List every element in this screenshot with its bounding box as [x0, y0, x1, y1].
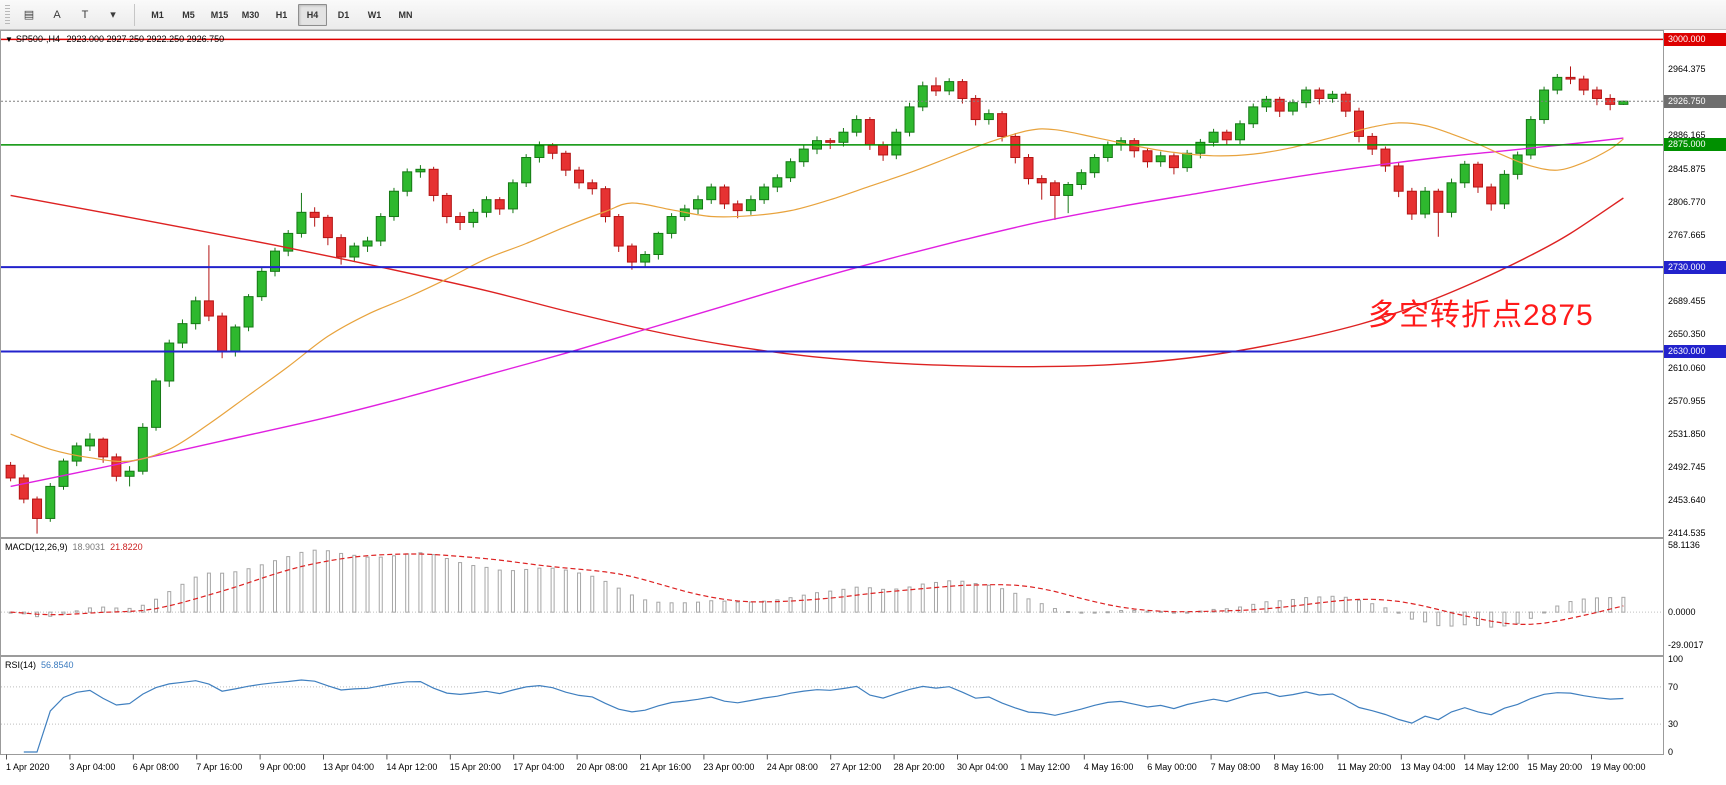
time-axis-label: 11 May 20:00	[1337, 762, 1392, 772]
time-axis-label: 15 May 20:00	[1527, 762, 1583, 772]
price-axis-badge: 2730.000	[1664, 260, 1726, 274]
chart-window-button[interactable]: ▤	[23, 9, 35, 21]
price-axis-label: 2845.875	[1668, 164, 1706, 175]
chart-title: ▼ SP500-,H4 2923.000 2927.250 2922.250 29…	[5, 34, 224, 44]
price-axis-badge: 2926.750	[1664, 94, 1726, 108]
rsi-indicator-label: RSI(14) 56.8540	[5, 660, 74, 670]
timeframe-button-h4[interactable]: H4	[298, 3, 327, 26]
candlestick-series	[5, 66, 1629, 534]
macd-name: MACD(12,26,9)	[5, 542, 68, 552]
price-axis-label: 2570.955	[1668, 396, 1706, 407]
time-axis-label: 20 Apr 08:00	[576, 762, 628, 772]
price-axis-label: 2492.745	[1668, 462, 1706, 473]
time-axis-label: 19 May 00:00	[1591, 762, 1646, 772]
time-axis[interactable]: 1 Apr 2020 3 Apr 04:00 6 Apr 08:00 7 Apr 16…	[0, 755, 1726, 785]
time-axis-label: 21 Apr 16:00	[640, 762, 692, 772]
price-level-lines	[1, 38, 1663, 353]
timeframe-button-m5[interactable]: M5	[182, 9, 195, 20]
timeframe-button-w1[interactable]: W1	[367, 9, 382, 20]
time-axis-label: 9 Apr 00:00	[259, 762, 306, 772]
rsi-axis-label: 0	[1668, 747, 1674, 757]
price-axis-label: 2650.350	[1668, 329, 1706, 340]
time-axis-label: 7 Apr 16:00	[196, 762, 243, 772]
price-axis-label: 2531.850	[1668, 429, 1706, 440]
rsi-name: RSI(14)	[5, 660, 37, 670]
macd-axis-label: 58.1136	[1668, 540, 1700, 551]
chart-ohlc-values: 2923.000 2927.250 2922.250 2926.750	[66, 34, 225, 44]
time-axis-label: 17 Apr 04:00	[513, 762, 565, 772]
price-axis-badge: 2875.000	[1664, 138, 1726, 152]
price-axis[interactable]: 2964.375 2886.165 2845.875 2806.770 2767.665…	[1664, 30, 1726, 785]
rsi-axis-label: 30	[1668, 719, 1679, 730]
time-axis-label: 23 Apr 00:00	[703, 762, 755, 772]
time-axis-label: 1 Apr 2020	[6, 762, 50, 772]
chart-canvas[interactable]	[0, 30, 1726, 785]
time-axis-label: 6 Apr 08:00	[132, 762, 179, 772]
time-axis-label: 24 Apr 08:00	[766, 762, 818, 772]
shapes-tool-button[interactable]: T	[81, 8, 89, 21]
price-axis-badge: 2630.000	[1664, 344, 1726, 358]
ma-slow-line	[10, 194, 1624, 368]
price-axis-label: 2414.535	[1668, 528, 1706, 539]
timeframe-button-d1[interactable]: D1	[337, 9, 350, 20]
time-axis-label: 7 May 08:00	[1210, 762, 1261, 772]
time-axis-label: 13 Apr 04:00	[323, 762, 375, 772]
chart-symbol-label: SP500-,H4	[15, 34, 60, 44]
chart-title-arrow-icon[interactable]: ▼	[5, 35, 13, 44]
timeframe-button-m15[interactable]: M15	[210, 9, 229, 20]
price-axis-label: 2453.640	[1668, 495, 1706, 506]
time-axis-label: 13 May 04:00	[1400, 762, 1456, 772]
macd-indicator-label: MACD(12,26,9) 18.9031 21.8220	[5, 542, 143, 552]
chart-area[interactable]: ▼ SP500-,H4 2923.000 2927.250 2922.250 29…	[0, 30, 1726, 785]
rsi-value: 56.8540	[41, 660, 74, 670]
annotation-text: 多空转折点2875	[1368, 299, 1594, 332]
time-axis-label: 6 May 00:00	[1147, 762, 1197, 772]
time-axis-label: 27 Apr 12:00	[830, 762, 882, 772]
price-axis-label: 2806.770	[1668, 197, 1706, 208]
price-axis-label: 2689.455	[1668, 296, 1706, 307]
price-axis-label: 2886.165	[1668, 130, 1706, 141]
timeframe-button-mn[interactable]: MN	[398, 9, 413, 20]
macd-histogram	[8, 549, 1626, 628]
macd-signal-line	[10, 553, 1624, 626]
tools-dropdown-button[interactable]: ▾	[110, 9, 116, 21]
time-axis-label: 30 Apr 04:00	[957, 762, 1009, 772]
macd-main-value: 18.9031	[72, 542, 106, 552]
timeframe-button-h1[interactable]: H1	[275, 9, 288, 20]
time-axis-label: 14 May 12:00	[1464, 762, 1519, 772]
time-axis-label: 8 May 16:00	[1274, 762, 1324, 772]
price-axis-badge: 3000.000	[1664, 32, 1726, 46]
price-axis-label: 2610.060	[1668, 363, 1706, 374]
macd-signal-value: 21.8220	[110, 542, 143, 552]
toolbar: ▤ A T ▾ M1 M5 M15 M30 H1 H4 D1 W1 MN	[0, 0, 1726, 30]
text-tool-button[interactable]: A	[53, 8, 61, 21]
time-axis-label: 1 May 12:00	[1020, 762, 1070, 772]
timeframe-buttons: M1 M5 M15 M30 H1 H4 D1 W1 MN	[142, 3, 421, 26]
ma-medium-line	[10, 137, 1624, 488]
time-axis-label: 14 Apr 12:00	[386, 762, 438, 772]
time-axis-label: 15 Apr 20:00	[449, 762, 501, 772]
timeframe-button-m30[interactable]: M30	[241, 9, 260, 20]
macd-axis-label: -29.0017	[1668, 640, 1704, 651]
price-axis-label: 2964.375	[1668, 64, 1706, 75]
main-panel-frame	[0, 30, 1664, 538]
rsi-panel-frame	[0, 656, 1664, 755]
rsi-axis-label: 100	[1668, 654, 1684, 664]
toolbar-tools: ▤ A T ▾	[15, 3, 127, 27]
time-axis-label: 28 Apr 20:00	[893, 762, 945, 772]
rsi-line	[23, 679, 1624, 753]
toolbar-separator	[134, 3, 135, 26]
time-axis-label: 4 May 16:00	[1083, 762, 1134, 772]
time-axis-label: 3 Apr 04:00	[69, 762, 116, 772]
price-axis-label: 2767.665	[1668, 230, 1706, 241]
macd-axis-label: 0.0000	[1668, 607, 1696, 618]
timeframe-button-m1[interactable]: M1	[151, 9, 164, 20]
rsi-axis-label: 70	[1668, 681, 1679, 692]
toolbar-grip[interactable]	[5, 4, 10, 25]
